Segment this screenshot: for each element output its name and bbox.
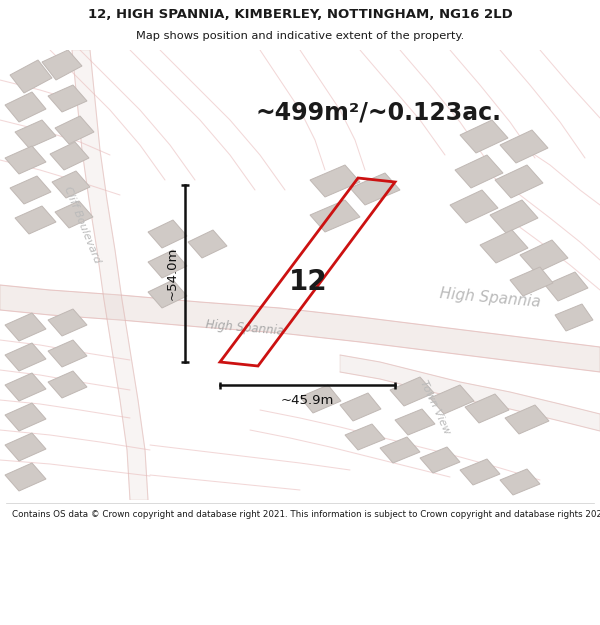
Polygon shape	[0, 285, 600, 372]
Polygon shape	[52, 171, 90, 198]
Polygon shape	[300, 385, 341, 413]
Text: 12: 12	[289, 268, 328, 296]
Polygon shape	[395, 409, 435, 435]
Polygon shape	[380, 437, 420, 463]
Polygon shape	[340, 393, 381, 421]
Polygon shape	[390, 377, 434, 406]
Polygon shape	[310, 165, 360, 197]
Polygon shape	[5, 463, 46, 491]
Text: 12, HIGH SPANNIA, KIMBERLEY, NOTTINGHAM, NG16 2LD: 12, HIGH SPANNIA, KIMBERLEY, NOTTINGHAM,…	[88, 8, 512, 21]
Polygon shape	[545, 272, 588, 301]
Text: ~45.9m: ~45.9m	[281, 394, 334, 407]
Polygon shape	[495, 165, 543, 198]
Polygon shape	[42, 50, 82, 80]
Polygon shape	[50, 142, 89, 170]
Polygon shape	[465, 394, 509, 423]
Polygon shape	[148, 250, 187, 278]
Text: High Spannia: High Spannia	[439, 286, 541, 310]
Polygon shape	[350, 173, 400, 205]
Polygon shape	[500, 469, 540, 495]
Polygon shape	[345, 424, 385, 450]
Polygon shape	[55, 201, 93, 228]
Polygon shape	[55, 116, 94, 144]
Polygon shape	[48, 371, 87, 398]
Polygon shape	[420, 447, 460, 473]
Polygon shape	[555, 304, 593, 331]
Polygon shape	[510, 267, 553, 296]
Polygon shape	[148, 220, 187, 248]
Polygon shape	[148, 280, 187, 308]
Polygon shape	[505, 405, 549, 434]
Polygon shape	[10, 60, 52, 93]
Polygon shape	[188, 230, 227, 258]
Polygon shape	[15, 206, 56, 234]
Polygon shape	[5, 146, 46, 174]
Text: ~499m²/~0.123ac.: ~499m²/~0.123ac.	[255, 100, 501, 124]
Polygon shape	[460, 120, 508, 153]
Polygon shape	[5, 343, 46, 371]
Text: ~54.0m: ~54.0m	[166, 247, 179, 300]
Polygon shape	[10, 176, 51, 204]
Polygon shape	[5, 403, 46, 431]
Polygon shape	[5, 373, 46, 401]
Polygon shape	[48, 85, 87, 112]
Text: Map shows position and indicative extent of the property.: Map shows position and indicative extent…	[136, 31, 464, 41]
Polygon shape	[15, 120, 56, 148]
Polygon shape	[450, 190, 498, 223]
Polygon shape	[72, 50, 148, 500]
Polygon shape	[460, 459, 500, 485]
Polygon shape	[310, 200, 360, 232]
Text: Town View: Town View	[418, 378, 452, 436]
Polygon shape	[480, 230, 528, 263]
Polygon shape	[430, 385, 474, 414]
Polygon shape	[5, 433, 46, 461]
Polygon shape	[5, 313, 46, 341]
Polygon shape	[455, 155, 503, 188]
Polygon shape	[520, 240, 568, 273]
Text: Contains OS data © Crown copyright and database right 2021. This information is : Contains OS data © Crown copyright and d…	[12, 510, 600, 519]
Polygon shape	[48, 309, 87, 336]
Polygon shape	[490, 200, 538, 233]
Text: High Spannia: High Spannia	[205, 318, 285, 338]
Polygon shape	[500, 130, 548, 163]
Text: Cliff Boulevard: Cliff Boulevard	[62, 185, 102, 265]
Polygon shape	[48, 340, 87, 367]
Polygon shape	[5, 92, 46, 122]
Polygon shape	[340, 355, 600, 431]
